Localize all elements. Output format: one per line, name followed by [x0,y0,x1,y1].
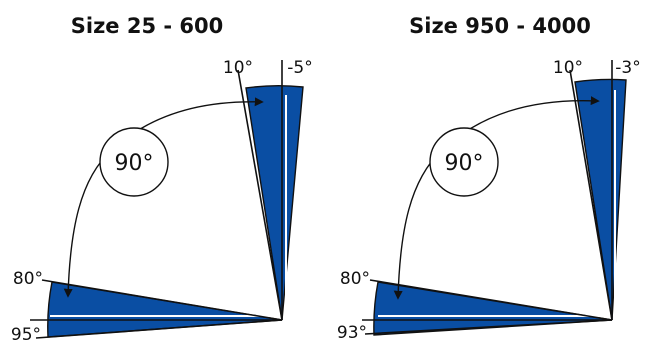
panel-left: Size 25 - 600 90° 10° -5° 80° 95° [11,14,313,345]
panel-title: Size 950 - 4000 [409,14,591,38]
upper-right-angle-label: -5° [287,58,312,78]
rotation-circle [99,127,169,197]
rotation-arc-arrow [63,97,264,298]
lower-top-angle-label: 80° [340,269,370,289]
upper-left-angle-label: 10° [223,58,253,78]
upper-left-angle-label: 10° [553,58,583,78]
upper-sector [245,85,304,321]
rotation-arc-arrow [393,96,600,300]
lower-bottom-angle-label: 95° [11,325,41,345]
lower-top-angle-label: 80° [13,269,43,289]
lower-sector-bottom-edge [364,319,613,335]
lower-bottom-angle-label: 93° [337,323,367,343]
lower-sector-bottom-edge [35,319,283,339]
panel-title: Size 25 - 600 [71,14,224,38]
rotation-label: 90° [445,151,484,176]
upper-sector [574,78,627,321]
rotation-label: 90° [115,151,154,176]
panel-right: Size 950 - 4000 90° 10° -3° 80° 93° [337,14,641,343]
rotation-circle [429,127,499,197]
upper-right-angle-label: -3° [615,58,640,78]
